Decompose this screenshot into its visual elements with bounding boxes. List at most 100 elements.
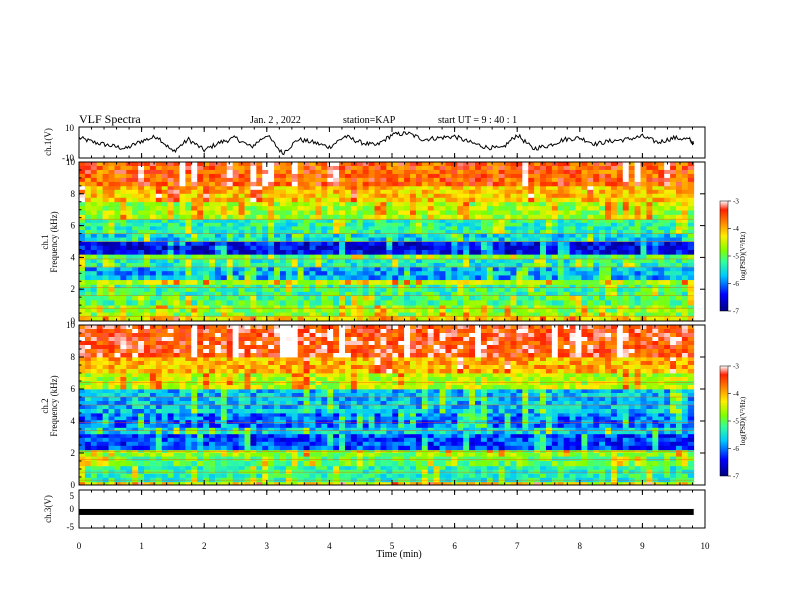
spectrogram-cell	[185, 201, 192, 207]
spectrogram-cell	[563, 312, 570, 317]
spectrogram-cell	[528, 465, 535, 471]
spectrogram-cell	[244, 456, 251, 462]
spectrogram-cell	[96, 193, 104, 199]
spectrogram-cell	[492, 465, 500, 471]
spectrogram-cell	[220, 189, 228, 195]
spectrogram-cell	[433, 181, 440, 187]
spectrogram-cell	[392, 193, 399, 199]
spectrogram-cell	[274, 181, 281, 187]
spectrogram-cell	[203, 262, 210, 268]
spectrogram-cell	[498, 279, 505, 285]
spectrogram-cell	[226, 262, 234, 268]
spectrogram-cell	[392, 173, 399, 179]
spectrogram-cell	[214, 312, 222, 317]
spectrogram-cell	[534, 219, 541, 224]
spectrogram-cell	[126, 300, 133, 306]
spectrogram-cell	[161, 210, 169, 216]
spectrogram-cell	[616, 165, 624, 171]
spectrogram-cell	[610, 162, 618, 167]
spectrogram-cell	[214, 193, 222, 199]
spectrogram-cell	[102, 177, 109, 183]
spectrogram-cell	[149, 229, 157, 234]
spectrogram-cell	[664, 233, 671, 238]
spectrogram-cell	[587, 241, 594, 247]
spectrogram-cell	[262, 279, 269, 285]
spectrogram-cell	[256, 214, 263, 220]
spectrogram-cell	[540, 279, 547, 285]
spectrogram-cell	[96, 316, 104, 322]
spectrogram-cell	[108, 465, 115, 471]
spectrogram-cell	[226, 249, 234, 255]
spectrogram-cell	[291, 288, 299, 293]
spectrogram-cell	[445, 300, 452, 306]
spectrogram-cell	[439, 214, 446, 220]
spectrogram-cell	[398, 305, 405, 310]
spectrogram-cell	[344, 481, 352, 486]
spectrogram-cell	[350, 275, 358, 281]
spectrogram-cell	[492, 206, 500, 211]
spectrogram-cell	[433, 305, 440, 310]
spectrogram-cell	[114, 291, 121, 296]
spectrogram-cell	[244, 210, 251, 216]
spectrogram-cell	[599, 456, 606, 462]
spectrogram-cell	[126, 308, 133, 313]
spectrogram-cell	[209, 312, 216, 317]
spectrogram-cell	[126, 473, 133, 479]
spectrogram-cell	[652, 262, 659, 268]
spectrogram-cell	[469, 226, 476, 231]
ytick-label: 6	[71, 221, 76, 231]
spectrogram-cell	[439, 185, 446, 191]
spectrogram-cell	[652, 461, 659, 467]
spectrogram-cell	[445, 266, 452, 272]
spectrogram-cell	[569, 461, 576, 467]
spectrogram-cell	[362, 305, 370, 310]
spectrogram-cell	[84, 162, 92, 167]
spectrogram-cell	[664, 266, 671, 272]
spectrogram-cell	[676, 271, 683, 276]
spectrogram-cell	[138, 237, 145, 242]
spectrogram-cell	[433, 219, 440, 224]
spectrogram-cell	[108, 219, 115, 224]
spectrogram-cell	[344, 284, 352, 289]
spectrogram-cell	[96, 481, 104, 486]
spectrogram-cell	[616, 219, 624, 224]
spectrogram-cell	[291, 295, 299, 301]
spectrogram-cell	[404, 271, 411, 276]
spectrogram-cell	[581, 316, 588, 322]
spectrogram-cell	[285, 266, 293, 272]
spectrogram-cell	[427, 181, 435, 187]
spectrogram-cell	[303, 206, 310, 211]
spectrogram-cell	[167, 177, 174, 183]
spectrogram-cell	[321, 210, 328, 216]
spectrogram-cell	[599, 233, 606, 238]
spectrogram-cell	[610, 262, 618, 268]
spectrogram-cell	[427, 237, 435, 242]
spectrogram-cell	[581, 237, 588, 242]
spectrogram-cell	[593, 241, 600, 247]
spectrogram-cell	[421, 222, 429, 227]
spectrogram-cell	[439, 308, 446, 313]
spectrogram-cell	[315, 219, 322, 224]
spectrogram-cell	[658, 316, 665, 322]
spectrogram-cell	[362, 210, 370, 216]
spectrogram-cell	[232, 453, 239, 457]
spectrogram-cell	[475, 465, 482, 471]
spectrogram-cell	[469, 206, 476, 211]
spectrogram-cell	[250, 181, 257, 187]
spectrogram-cell	[96, 465, 104, 471]
spectrogram-cell	[599, 312, 606, 317]
spectrogram-cell	[670, 300, 677, 306]
colorbar-tick-label: -6	[733, 280, 739, 288]
spectrogram-cell	[102, 241, 109, 247]
spectrogram-cell	[386, 312, 393, 317]
spectrogram-cell	[350, 473, 358, 479]
spectrogram-cell	[244, 185, 251, 191]
spectrogram-cell	[676, 245, 683, 251]
spectrogram-cell	[457, 169, 464, 175]
spectrogram-cell	[333, 258, 340, 264]
spectrogram-cell	[126, 291, 133, 296]
spectrogram-cell	[427, 266, 435, 272]
spectrogram-cell	[522, 226, 529, 231]
spectrogram-cell	[616, 222, 624, 227]
spectrogram-cell	[96, 214, 104, 220]
